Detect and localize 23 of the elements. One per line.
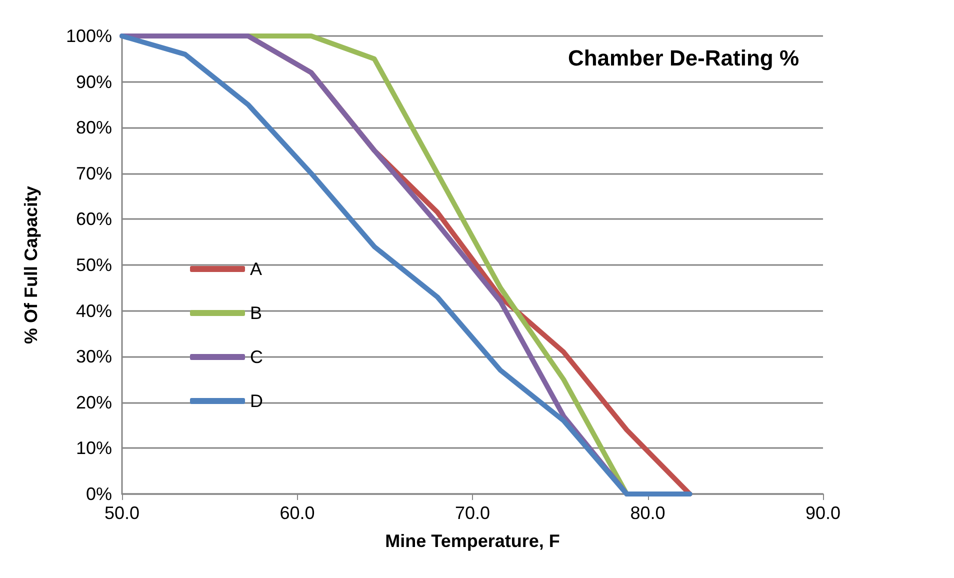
legend-label: A	[250, 259, 262, 279]
chart-title: Chamber De-Rating %	[568, 46, 800, 70]
legend-label: B	[250, 303, 262, 323]
x-tick-label: 90.0	[805, 503, 841, 523]
y-tick-label: 70%	[76, 163, 112, 184]
x-tick-label: 70.0	[454, 503, 490, 523]
legend-label: C	[250, 347, 263, 367]
y-tick-label: 30%	[76, 346, 112, 367]
y-tick-label: 60%	[76, 209, 112, 230]
y-tick-label: 40%	[76, 300, 112, 321]
y-tick-label: 50%	[76, 255, 112, 275]
y-tick-label: 90%	[76, 72, 112, 92]
x-axis-title: Mine Temperature, F	[385, 531, 560, 551]
y-tick-label: 10%	[76, 438, 112, 458]
y-tick-label: 0%	[86, 484, 112, 504]
x-tick-label: 80.0	[630, 503, 666, 523]
legend-label: D	[250, 391, 263, 411]
x-tick-label: 60.0	[280, 503, 315, 523]
x-tick-label: 50.0	[104, 503, 140, 523]
y-axis-title: % Of Full Capacity	[21, 186, 41, 344]
y-tick-label: 20%	[76, 392, 112, 412]
y-tick-label: 80%	[76, 118, 112, 138]
y-tick-label: 100%	[66, 26, 112, 46]
